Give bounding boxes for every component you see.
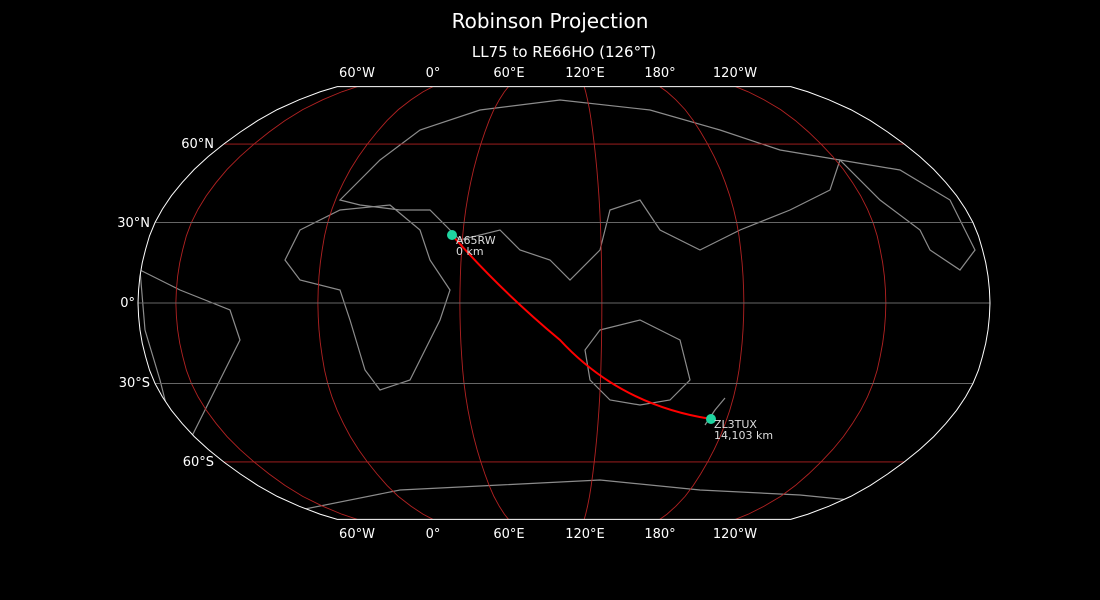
lat-label: 0° bbox=[120, 296, 135, 311]
lat-label: 60°N bbox=[181, 137, 214, 152]
coastlines bbox=[139, 99, 976, 511]
coast-eurasia bbox=[338, 99, 841, 281]
lon-label: 120°W bbox=[713, 527, 757, 542]
lon-label: 120°E bbox=[565, 66, 605, 81]
lon-label: 60°W bbox=[339, 66, 375, 81]
lon-label: 180° bbox=[644, 66, 675, 81]
lon-labels-bottom: 60°W 0° 60°E 120°E 180° 120°W bbox=[339, 527, 757, 542]
station-distance: 14,103 km bbox=[714, 429, 773, 442]
lon-label: 60°W bbox=[339, 527, 375, 542]
lat-labels: 60°N 30°N 0° 30°S 60°S bbox=[117, 137, 214, 470]
great-circle-path bbox=[451, 234, 712, 420]
station-call: A65RW bbox=[456, 234, 496, 247]
lat-label: 30°N bbox=[117, 216, 150, 231]
lon-label: 120°E bbox=[565, 527, 605, 542]
lon-label: 60°E bbox=[493, 66, 524, 81]
graticule bbox=[138, 86, 990, 520]
coast-south-america bbox=[139, 268, 241, 442]
station-distance: 0 km bbox=[456, 245, 484, 258]
lon-label: 0° bbox=[426, 527, 441, 542]
station-marker-zl3tux[interactable] bbox=[706, 414, 716, 424]
station-call: ZL3TUX bbox=[714, 418, 757, 431]
coast-antarctica bbox=[299, 479, 851, 511]
coast-north-america bbox=[838, 159, 976, 271]
map-outline bbox=[137, 86, 991, 520]
lat-label: 30°S bbox=[119, 376, 150, 391]
coast-africa bbox=[284, 204, 451, 391]
lon-label: 60°E bbox=[493, 527, 524, 542]
lon-label: 120°W bbox=[713, 66, 757, 81]
lon-labels-top: 60°W 0° 60°E 120°E 180° 120°W bbox=[339, 66, 757, 81]
lon-label: 180° bbox=[644, 527, 675, 542]
map-title: Robinson Projection bbox=[451, 9, 649, 33]
station-marker-a65rw[interactable] bbox=[447, 230, 457, 240]
lon-label: 0° bbox=[426, 66, 441, 81]
lat-label: 60°S bbox=[183, 455, 214, 470]
map-subtitle: LL75 to RE66HO (126°T) bbox=[471, 43, 657, 61]
